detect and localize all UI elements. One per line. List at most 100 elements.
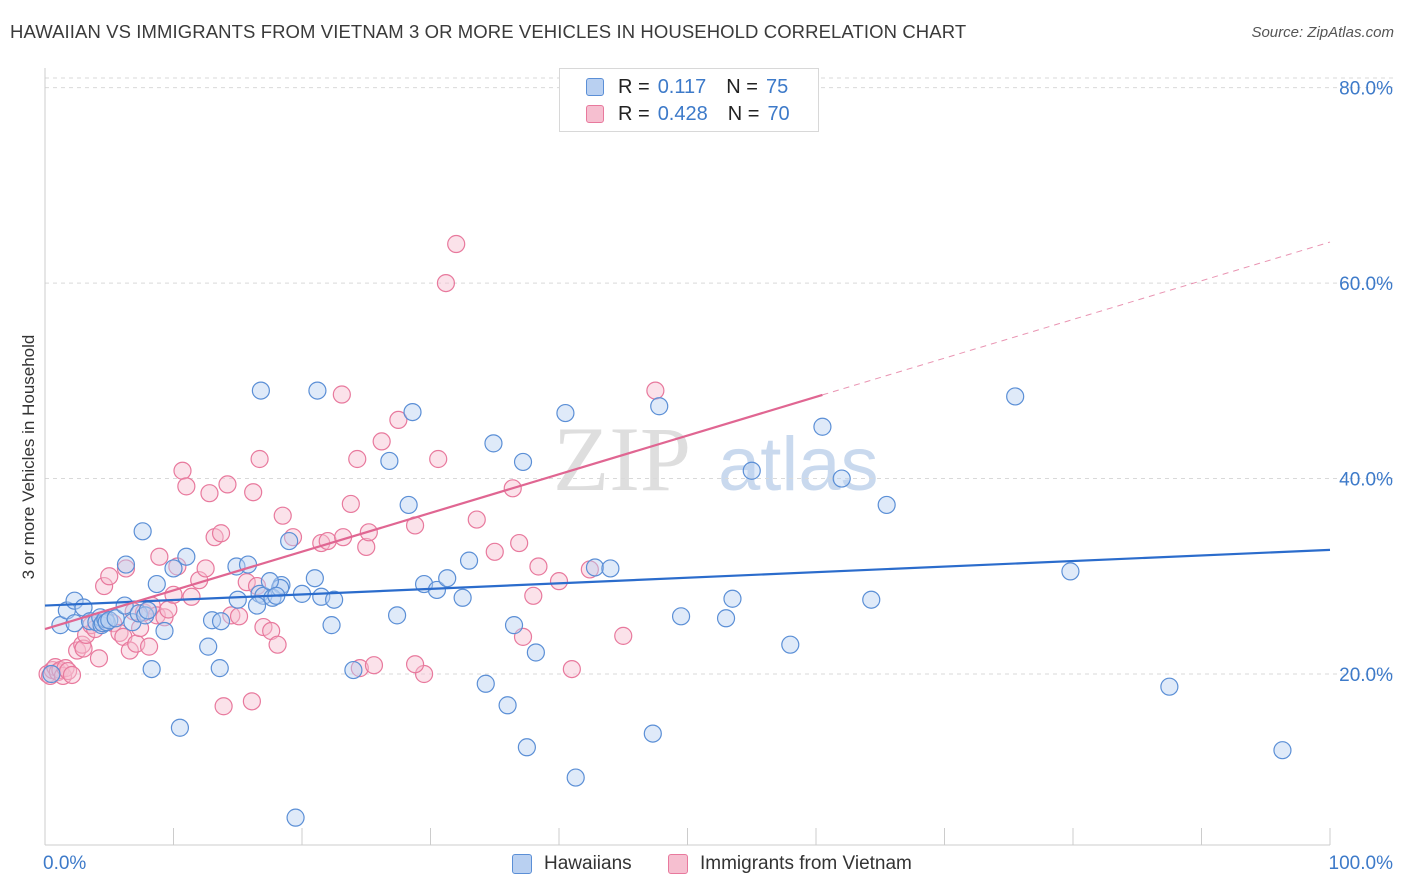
- point-vietnam: [562, 660, 581, 679]
- source-note: Source: ZipAtlas.com: [1251, 24, 1394, 41]
- point-vietnam: [62, 665, 82, 685]
- x-tick-label: 100.0%: [1329, 853, 1394, 874]
- trend-lines: [44, 241, 1331, 631]
- point-hawaiians: [177, 547, 196, 566]
- point-hawaiians: [210, 659, 229, 678]
- watermark-atlas: atlas: [718, 422, 879, 507]
- legend-n-value: 75: [765, 75, 789, 98]
- legend-n-label: N =: [727, 102, 760, 125]
- point-hawaiians: [643, 724, 662, 743]
- bottom-legend-hawaiians: Hawaiians: [512, 850, 632, 878]
- point-hawaiians: [325, 590, 344, 609]
- point-hawaiians: [170, 718, 190, 737]
- point-vietnam: [242, 692, 261, 711]
- legend-r-value: 0.117: [657, 75, 707, 98]
- point-hawaiians: [438, 569, 457, 588]
- point-vietnam: [173, 461, 192, 480]
- legend-swatch-hawaiians: [586, 78, 604, 96]
- point-hawaiians: [504, 616, 524, 635]
- point-hawaiians: [877, 495, 896, 515]
- point-vietnam: [614, 626, 633, 645]
- point-hawaiians: [42, 664, 61, 684]
- point-hawaiians: [344, 660, 363, 680]
- y-axis-label: 3 or more Vehicles in Household: [19, 335, 38, 580]
- point-vietnam: [139, 637, 159, 656]
- bottom-legend-swatch-vietnam: [668, 854, 688, 874]
- point-hawaiians: [211, 612, 231, 631]
- point-hawaiians: [716, 609, 736, 628]
- x-tick-label: 0.0%: [43, 853, 86, 874]
- point-vietnam: [332, 385, 351, 404]
- point-vietnam: [177, 477, 196, 496]
- point-hawaiians: [322, 616, 341, 635]
- point-hawaiians: [228, 590, 247, 609]
- point-vietnam: [350, 659, 369, 678]
- point-hawaiians: [556, 403, 575, 423]
- point-hawaiians: [155, 621, 174, 641]
- point-hawaiians: [832, 469, 851, 488]
- point-vietnam: [268, 635, 287, 654]
- point-vietnam: [229, 607, 249, 626]
- series-hawaiians-points: [42, 381, 1292, 827]
- point-vietnam: [196, 559, 215, 578]
- point-hawaiians: [136, 606, 155, 625]
- axes: [44, 68, 1331, 846]
- trend-line-hawaiians: [44, 548, 1331, 607]
- point-vietnam: [100, 567, 119, 586]
- legend-swatch-vietnam: [586, 105, 604, 123]
- legend-row-vietnam: R = 0.428 N = 70: [586, 101, 790, 127]
- point-vietnam: [150, 547, 169, 566]
- point-hawaiians: [164, 559, 183, 578]
- point-vietnam: [524, 586, 543, 605]
- point-hawaiians: [1006, 387, 1025, 406]
- y-tick-label: 60.0%: [1339, 274, 1393, 295]
- point-hawaiians: [403, 402, 422, 422]
- point-hawaiians: [585, 558, 605, 577]
- point-hawaiians: [513, 452, 533, 472]
- y-tick-label: 80.0%: [1339, 79, 1393, 100]
- point-vietnam: [447, 234, 466, 254]
- point-hawaiians: [601, 559, 620, 578]
- point-hawaiians: [723, 589, 742, 608]
- point-hawaiians: [133, 522, 152, 541]
- point-hawaiians: [399, 495, 418, 515]
- point-hawaiians: [517, 738, 536, 757]
- point-vietnam: [436, 274, 456, 293]
- bottom-legend-vietnam: Immigrants from Vietnam: [668, 850, 912, 878]
- legend-n-value: 70: [767, 102, 790, 125]
- point-hawaiians: [781, 635, 800, 654]
- point-vietnam: [211, 524, 231, 543]
- point-hawaiians: [305, 569, 324, 588]
- point-vietnam: [389, 410, 408, 430]
- point-vietnam: [467, 510, 486, 529]
- legend-row-hawaiians: R = 0.117 N = 75: [586, 74, 788, 100]
- point-hawaiians: [380, 451, 399, 471]
- point-vietnam: [549, 572, 569, 591]
- point-vietnam: [214, 697, 233, 716]
- point-hawaiians: [147, 574, 166, 594]
- point-vietnam: [405, 655, 425, 674]
- point-vietnam: [529, 557, 548, 576]
- y-tick-label: 40.0%: [1339, 470, 1393, 491]
- point-hawaiians: [116, 555, 136, 574]
- point-hawaiians: [280, 531, 299, 551]
- point-vietnam: [341, 494, 360, 514]
- point-hawaiians: [671, 607, 691, 626]
- point-hawaiians: [308, 381, 327, 400]
- point-hawaiians: [453, 588, 472, 607]
- trend-line-vietnam-extension: [822, 241, 1331, 396]
- point-vietnam: [250, 449, 269, 469]
- point-vietnam: [364, 656, 384, 675]
- legend-r-label: R =: [618, 75, 650, 98]
- point-vietnam: [74, 639, 93, 658]
- watermark: ZIP atlas: [553, 408, 879, 510]
- point-hawaiians: [650, 397, 669, 416]
- point-vietnam: [357, 537, 376, 557]
- legend-r-value: 0.428: [657, 102, 708, 125]
- point-hawaiians: [813, 417, 832, 436]
- point-hawaiians: [1061, 562, 1080, 581]
- point-vietnam: [182, 587, 201, 606]
- point-vietnam: [273, 506, 292, 525]
- point-hawaiians: [138, 601, 157, 620]
- correlation-legend: R = 0.117 N = 75 R = 0.428 N = 70: [559, 68, 819, 132]
